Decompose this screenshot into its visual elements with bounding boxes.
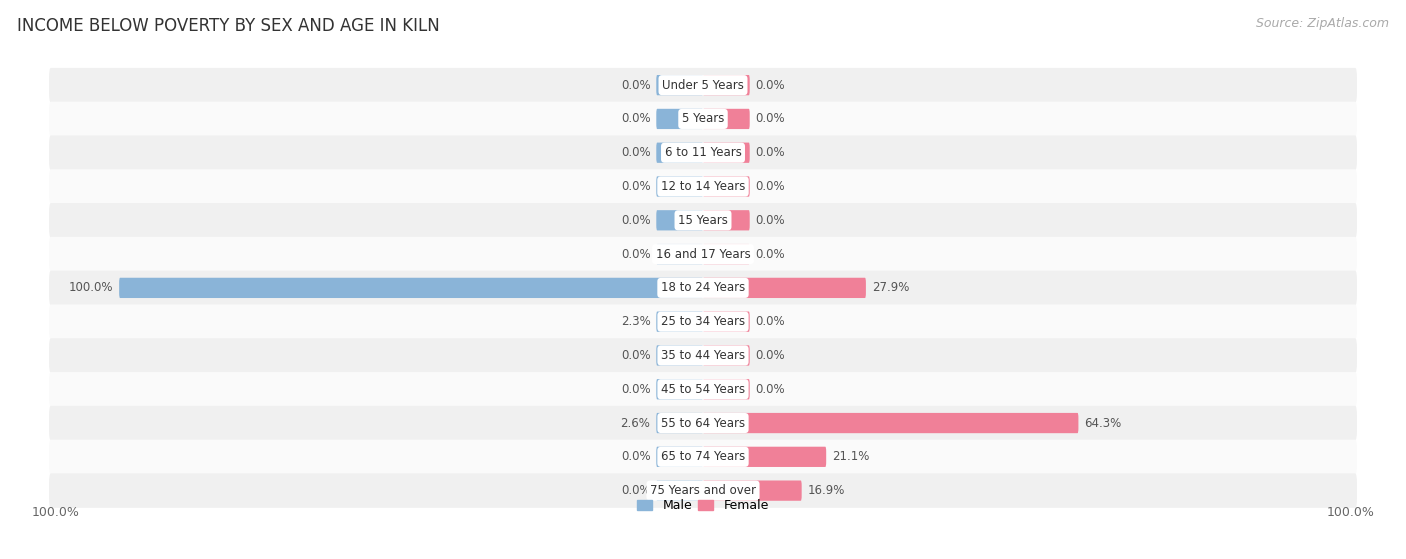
Text: 0.0%: 0.0% <box>755 383 785 396</box>
Text: 27.9%: 27.9% <box>872 281 910 295</box>
Text: 0.0%: 0.0% <box>755 180 785 193</box>
FancyBboxPatch shape <box>703 143 749 163</box>
Text: 16 and 17 Years: 16 and 17 Years <box>655 248 751 260</box>
Text: Source: ZipAtlas.com: Source: ZipAtlas.com <box>1256 17 1389 30</box>
FancyBboxPatch shape <box>49 169 1357 203</box>
Text: 0.0%: 0.0% <box>621 79 651 92</box>
FancyBboxPatch shape <box>657 447 703 467</box>
FancyBboxPatch shape <box>703 311 749 332</box>
FancyBboxPatch shape <box>657 345 703 366</box>
Text: 0.0%: 0.0% <box>621 349 651 362</box>
Text: 0.0%: 0.0% <box>621 146 651 159</box>
Text: 0.0%: 0.0% <box>621 180 651 193</box>
Text: 0.0%: 0.0% <box>621 112 651 125</box>
FancyBboxPatch shape <box>657 177 703 197</box>
FancyBboxPatch shape <box>49 271 1357 305</box>
FancyBboxPatch shape <box>703 278 866 298</box>
Legend: Male, Female: Male, Female <box>633 494 773 517</box>
Text: 0.0%: 0.0% <box>621 383 651 396</box>
Text: 0.0%: 0.0% <box>621 214 651 227</box>
FancyBboxPatch shape <box>703 75 749 95</box>
FancyBboxPatch shape <box>657 413 703 433</box>
FancyBboxPatch shape <box>657 143 703 163</box>
Text: 2.3%: 2.3% <box>620 315 651 328</box>
FancyBboxPatch shape <box>49 237 1357 271</box>
FancyBboxPatch shape <box>49 102 1357 136</box>
Text: 0.0%: 0.0% <box>755 112 785 125</box>
FancyBboxPatch shape <box>657 244 703 264</box>
Text: 5 Years: 5 Years <box>682 112 724 125</box>
FancyBboxPatch shape <box>49 473 1357 508</box>
Text: 0.0%: 0.0% <box>755 315 785 328</box>
FancyBboxPatch shape <box>120 278 703 298</box>
FancyBboxPatch shape <box>703 210 749 230</box>
FancyBboxPatch shape <box>703 244 749 264</box>
FancyBboxPatch shape <box>703 481 801 501</box>
Text: 12 to 14 Years: 12 to 14 Years <box>661 180 745 193</box>
Text: 0.0%: 0.0% <box>755 214 785 227</box>
Text: 16.9%: 16.9% <box>807 484 845 497</box>
Text: 0.0%: 0.0% <box>621 248 651 260</box>
Text: 100.0%: 100.0% <box>31 506 80 519</box>
Text: 55 to 64 Years: 55 to 64 Years <box>661 416 745 429</box>
FancyBboxPatch shape <box>657 311 703 332</box>
FancyBboxPatch shape <box>657 210 703 230</box>
Text: 35 to 44 Years: 35 to 44 Years <box>661 349 745 362</box>
Text: 21.1%: 21.1% <box>832 451 869 463</box>
Text: 100.0%: 100.0% <box>69 281 114 295</box>
FancyBboxPatch shape <box>703 379 749 399</box>
FancyBboxPatch shape <box>49 305 1357 339</box>
Text: 100.0%: 100.0% <box>1326 506 1375 519</box>
Text: 0.0%: 0.0% <box>621 451 651 463</box>
FancyBboxPatch shape <box>49 439 1357 474</box>
Text: 0.0%: 0.0% <box>755 146 785 159</box>
Text: 15 Years: 15 Years <box>678 214 728 227</box>
Text: 6 to 11 Years: 6 to 11 Years <box>665 146 741 159</box>
Text: 0.0%: 0.0% <box>755 349 785 362</box>
FancyBboxPatch shape <box>703 109 749 129</box>
FancyBboxPatch shape <box>703 413 1078 433</box>
FancyBboxPatch shape <box>657 379 703 399</box>
FancyBboxPatch shape <box>657 481 703 501</box>
FancyBboxPatch shape <box>703 447 827 467</box>
Text: Under 5 Years: Under 5 Years <box>662 79 744 92</box>
FancyBboxPatch shape <box>49 68 1357 102</box>
FancyBboxPatch shape <box>49 135 1357 170</box>
Text: INCOME BELOW POVERTY BY SEX AND AGE IN KILN: INCOME BELOW POVERTY BY SEX AND AGE IN K… <box>17 17 440 35</box>
FancyBboxPatch shape <box>703 177 749 197</box>
Text: 2.6%: 2.6% <box>620 416 651 429</box>
FancyBboxPatch shape <box>49 372 1357 406</box>
FancyBboxPatch shape <box>657 75 703 95</box>
FancyBboxPatch shape <box>49 203 1357 238</box>
Text: 18 to 24 Years: 18 to 24 Years <box>661 281 745 295</box>
Text: 0.0%: 0.0% <box>755 248 785 260</box>
Text: 64.3%: 64.3% <box>1084 416 1122 429</box>
Text: 75 Years and over: 75 Years and over <box>650 484 756 497</box>
FancyBboxPatch shape <box>49 406 1357 440</box>
FancyBboxPatch shape <box>49 338 1357 373</box>
FancyBboxPatch shape <box>657 109 703 129</box>
Text: 0.0%: 0.0% <box>755 79 785 92</box>
FancyBboxPatch shape <box>703 345 749 366</box>
Text: 65 to 74 Years: 65 to 74 Years <box>661 451 745 463</box>
Text: 0.0%: 0.0% <box>621 484 651 497</box>
Text: 45 to 54 Years: 45 to 54 Years <box>661 383 745 396</box>
Text: 25 to 34 Years: 25 to 34 Years <box>661 315 745 328</box>
